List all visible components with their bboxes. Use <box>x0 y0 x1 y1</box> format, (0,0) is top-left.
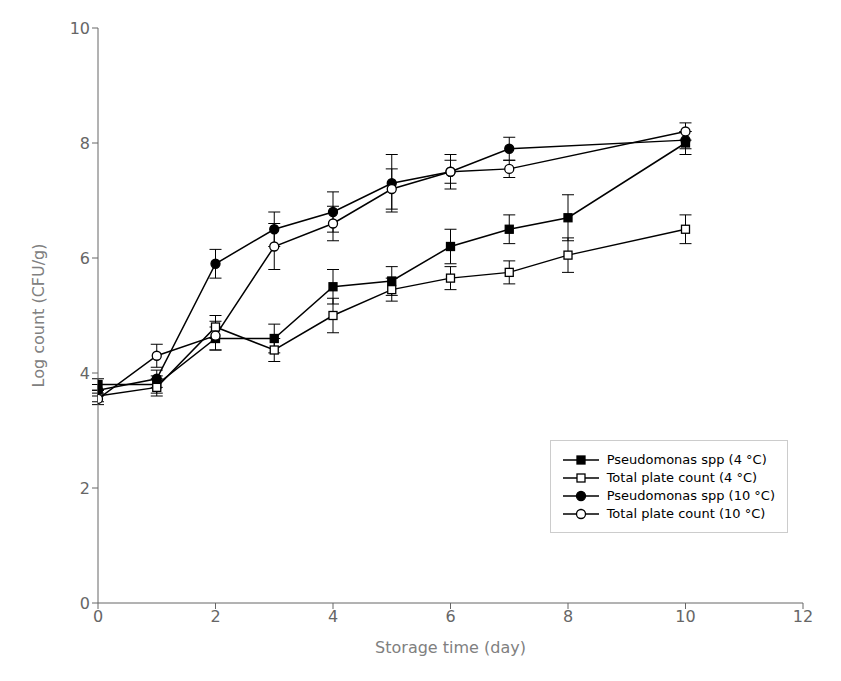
html-text:Pseudomonas spp (4 °C): Pseudomonas spp (4 °C) <box>606 452 767 467</box>
svg-text:4: 4 <box>328 607 338 626</box>
svg-text:2: 2 <box>80 479 90 498</box>
svg-text:6: 6 <box>445 607 455 626</box>
svg-text:10: 10 <box>70 19 90 38</box>
svg-text:6: 6 <box>80 249 90 268</box>
html-text:Total plate count (10 °C): Total plate count (10 °C) <box>606 506 766 521</box>
svg-text:8: 8 <box>563 607 573 626</box>
svg-text:Storage time (day): Storage time (day) <box>375 638 526 657</box>
html-text:Total plate count (4 °C): Total plate count (4 °C) <box>606 470 758 485</box>
svg-text:0: 0 <box>93 607 103 626</box>
svg-text:2: 2 <box>210 607 220 626</box>
svg-text:8: 8 <box>80 134 90 153</box>
html-text:Pseudomonas spp (10 °C): Pseudomonas spp (10 °C) <box>606 488 775 503</box>
svg-text:0: 0 <box>80 594 90 613</box>
svg-text:10: 10 <box>675 607 695 626</box>
svg-text:Log count (CFU/g): Log count (CFU/g) <box>29 243 48 387</box>
svg-text:4: 4 <box>80 364 90 383</box>
svg-text:12: 12 <box>793 607 813 626</box>
